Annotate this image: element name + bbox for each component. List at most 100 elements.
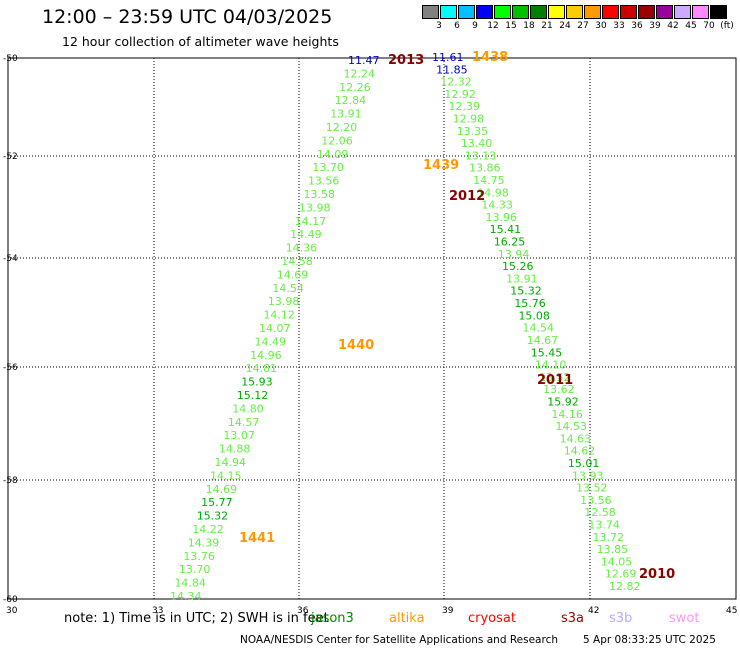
legend-label: 27 [577,21,589,31]
wave-height-value: 14.10 [535,359,567,372]
altimeter-tracks: 11.4712.2412.2612.8413.9112.2012.0614.09… [170,51,641,603]
legend-swatch [638,5,655,19]
wave-height-value: 13.74 [588,518,620,531]
wave-height-value: 15.76 [514,297,546,310]
wave-height-value: 11.47 [348,54,380,67]
legend-label: 24 [559,21,571,31]
wave-height-value: 15.93 [241,376,273,389]
wave-height-value: 14.58 [281,255,313,268]
legend-swatch [620,5,637,19]
wave-height-value: 13.98 [268,295,300,308]
legend-swatch [566,5,583,19]
wave-height-value: 11.85 [436,63,468,76]
wave-height-value: 15.32 [510,285,542,298]
wave-height-value: 14.54 [272,282,304,295]
wave-height-value: 14.09 [317,148,349,161]
generation-timestamp: 5 Apr 08:33:25 UTC 2025 [583,634,716,646]
lon-tick-label: 39 [442,606,454,616]
pass-time-label: 1441 [239,531,275,546]
wave-height-value: 14.57 [228,416,260,429]
legend-swatch [656,5,673,19]
satellite-label-swot: swot [669,611,700,626]
wave-height-value: 14.49 [255,335,286,348]
wave-height-value: 13.52 [539,371,571,384]
wave-height-value: 15.32 [197,510,229,523]
wave-height-value: 14.12 [263,309,295,322]
map-frame [7,57,737,600]
legend-label: 18 [523,21,535,31]
lon-tick-label: 45 [726,606,737,616]
legend-label: 21 [541,21,553,31]
wave-height-value: 14.75 [473,174,505,187]
wave-height-value: 14.15 [210,469,242,482]
wave-height-value: 15.77 [201,496,233,509]
pass-time-label: 2012 [449,189,485,204]
wave-height-value: 13.40 [461,137,493,150]
pass-time-label: 2013 [388,53,424,68]
wave-height-value: 14.05 [601,555,633,568]
legend-label: (ft) [720,21,734,31]
axis-tick-labels: 30 33 36 39 42 45 -50 -52 -54 -56 -58 -60 [3,54,737,616]
footnote: note: 1) Time is in UTC; 2) SWH is in fe… [64,611,329,626]
legend-swatch [476,5,493,19]
wave-height-value: 12.98 [453,113,485,126]
lat-tick-label: -58 [3,476,18,486]
wave-height-value: 11.61 [432,51,464,64]
legend-swatch [494,5,511,19]
legend-swatch [458,5,475,19]
lat-tick-label: -54 [3,254,18,264]
wave-height-value: 13.85 [597,543,629,556]
wave-height-value: 13.13 [465,149,497,162]
wave-height-value: 14.62 [564,445,596,458]
wave-height-value: 14.69 [277,268,309,281]
legend-label: 33 [613,21,625,31]
lat-tick-label: -52 [3,152,18,162]
legend-label: 15 [505,21,517,31]
wave-height-value: 13.94 [498,248,530,261]
wave-height-value: 14.39 [188,536,220,549]
legend-swatch [710,5,727,19]
legend-label: 12 [487,21,499,31]
wave-height-value: 15.41 [490,223,522,236]
wave-height-value: 14.17 [295,215,327,228]
legend-swatch [674,5,691,19]
credit-line: NOAA/NESDIS Center for Satellite Applica… [240,634,558,646]
pass-labels: 2013 1438 1439 2012 1440 2011 1441 2010 [239,50,675,582]
wave-height-value: 13.70 [312,161,344,174]
wave-height-value: 15.45 [531,346,563,359]
page-title: 12:00 – 23:59 UTC 04/03/2025 [42,6,333,28]
wave-height-value: 13.62 [543,383,575,396]
lat-tick-label: -56 [3,363,18,373]
wave-height-value: 13.52 [576,482,608,495]
legend-swatch [602,5,619,19]
pass-time-label: 1438 [472,50,508,65]
pass-time-label: 1440 [338,338,374,353]
wave-height-value: 14.67 [527,334,559,347]
legend-label: 70 [703,21,715,31]
wave-height-value: 14.53 [555,420,587,433]
legend-swatch [512,5,529,19]
wave-height-color-legend: 3 6 9 12 15 18 21 24 27 30 33 36 39 42 45 70 (ft) [422,5,736,33]
wave-height-value: 14.84 [174,577,206,590]
wave-height-value: 14.63 [560,432,592,445]
lat-tick-label: -60 [3,595,18,605]
wave-height-value: 12.20 [326,121,358,134]
lon-tick-label: 33 [152,606,163,616]
satellite-label-jason3: jason3 [311,611,354,626]
wave-height-value: 14.16 [551,408,583,421]
wave-height-value: 12.32 [440,76,472,89]
legend-label: 6 [454,21,460,31]
legend-label: 3 [436,21,442,31]
lon-tick-label: 36 [297,606,309,616]
wave-height-value: 12.84 [335,94,367,107]
legend-label: 42 [667,21,679,31]
legend-label: 39 [649,21,661,31]
wave-height-value: 13.72 [593,531,625,544]
wave-height-value: 13.86 [469,162,501,175]
wave-height-value: 16.25 [494,236,525,249]
wave-height-value: 14.33 [481,199,513,212]
wave-height-value: 13.96 [486,211,517,224]
lon-tick-label: 42 [588,606,599,616]
wave-height-value: 13.76 [183,550,215,563]
